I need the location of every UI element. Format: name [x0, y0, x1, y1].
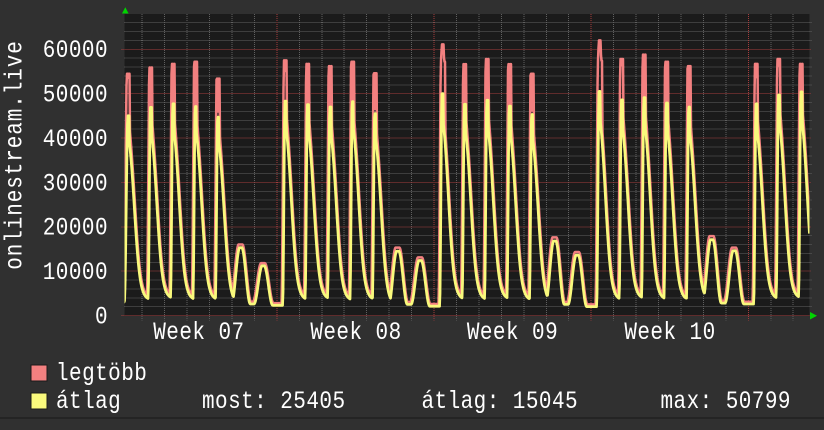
svg-text:onlinestream.live: onlinestream.live [1, 40, 29, 269]
svg-text:átlag: átlag [56, 388, 121, 416]
svg-text:Week 09: Week 09 [467, 319, 558, 347]
svg-text:legtöbb: legtöbb [56, 360, 147, 388]
svg-text:Week 10: Week 10 [624, 319, 715, 347]
svg-text:20000: 20000 [43, 214, 108, 242]
svg-text:10000: 10000 [43, 259, 108, 287]
svg-text:0: 0 [95, 303, 108, 331]
svg-text:max: 50799: max: 50799 [661, 388, 791, 416]
svg-text:40000: 40000 [43, 125, 108, 153]
svg-text:30000: 30000 [43, 170, 108, 198]
svg-text:60000: 60000 [43, 37, 108, 65]
svg-text:Week 08: Week 08 [310, 319, 401, 347]
svg-text:most: 25405: most: 25405 [202, 388, 346, 416]
svg-text:átlag: 15045: átlag: 15045 [422, 388, 579, 416]
svg-text:50000: 50000 [43, 81, 108, 109]
svg-text:Week 07: Week 07 [153, 319, 244, 347]
